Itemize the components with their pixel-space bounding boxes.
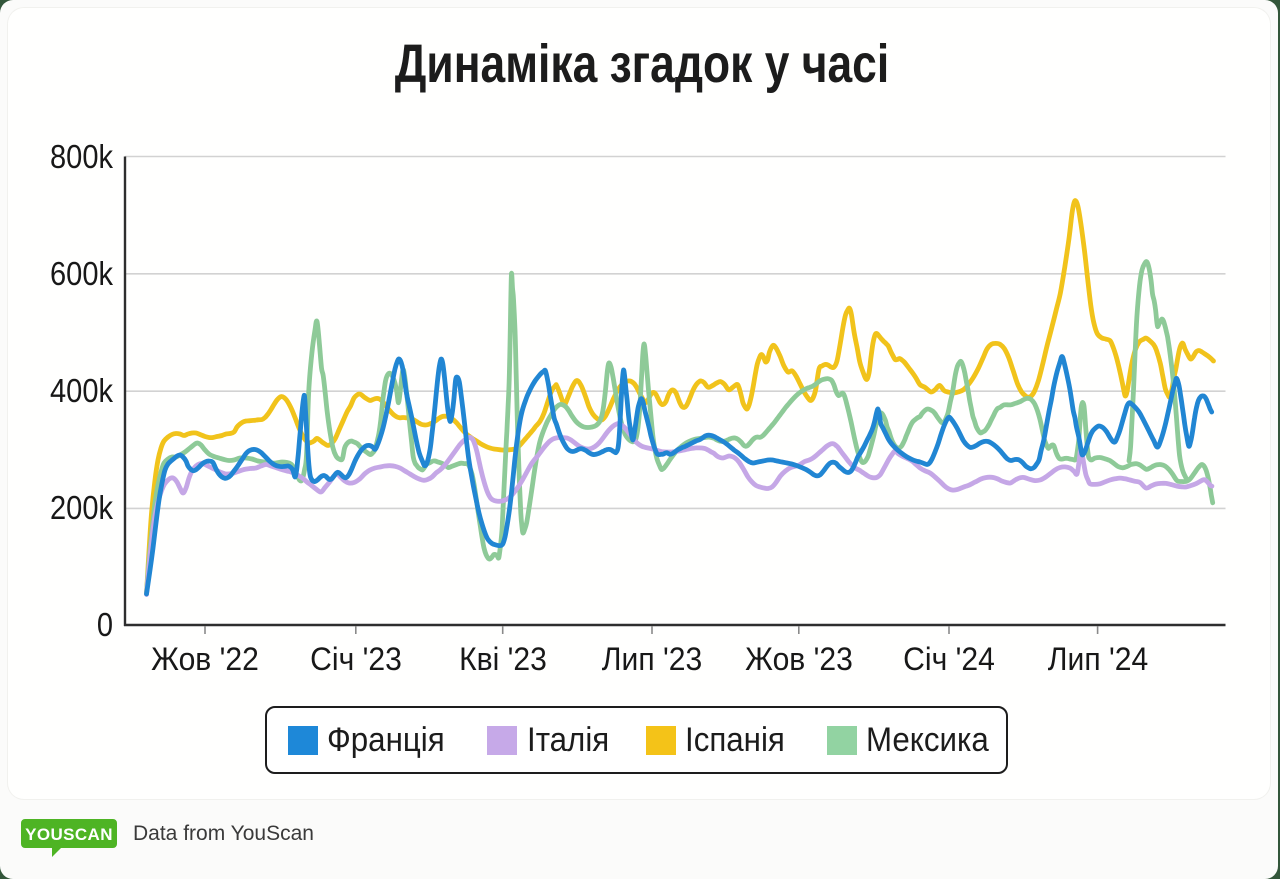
svg-text:YOUSCAN: YOUSCAN (25, 825, 113, 844)
